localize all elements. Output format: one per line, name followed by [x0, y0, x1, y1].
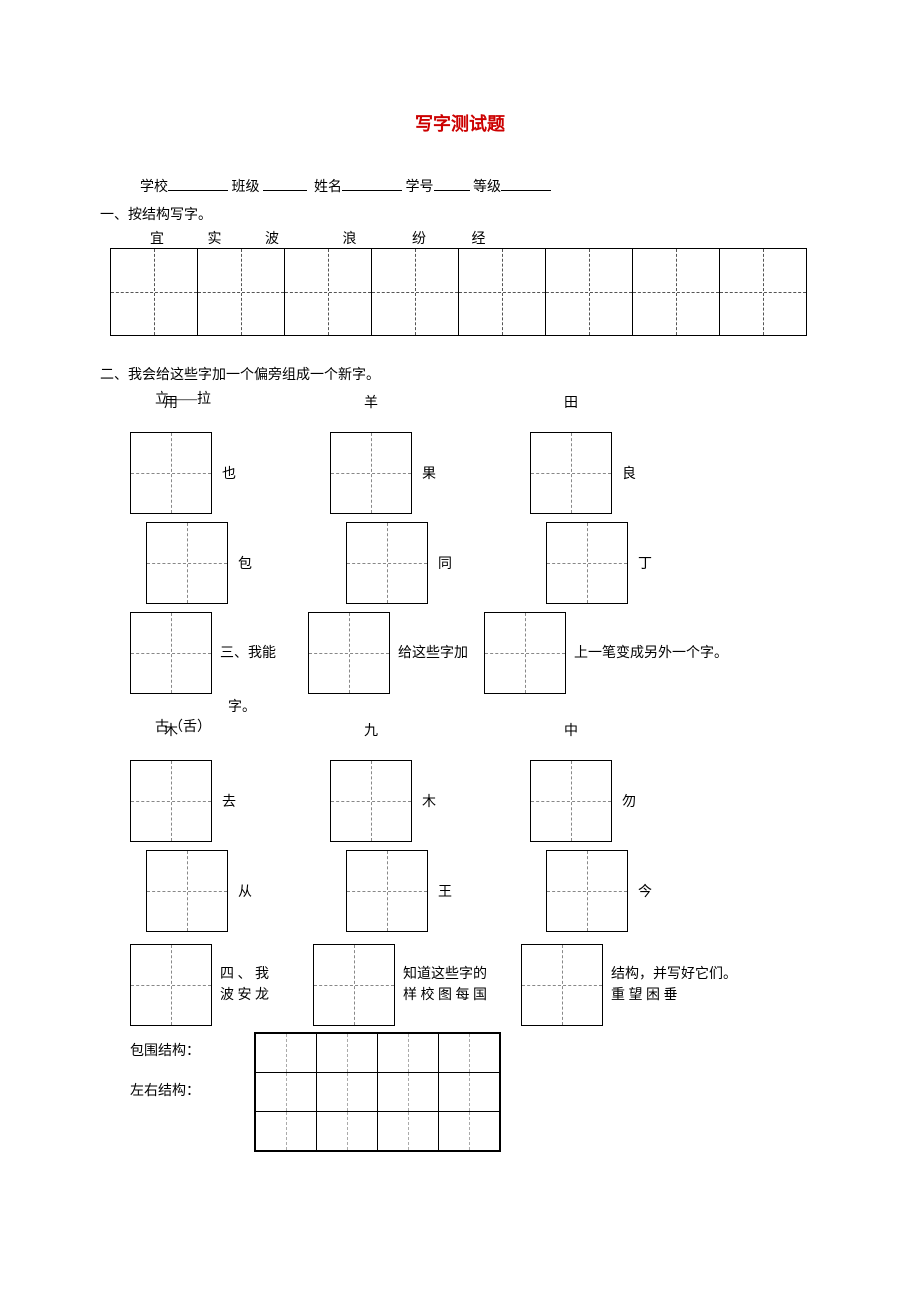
s3-char: 去: [222, 791, 236, 811]
s2-char: 也: [222, 463, 236, 483]
grid-cell: [255, 1072, 317, 1112]
section4-char-group: 波 安 龙: [220, 985, 305, 1006]
grid-cell: [438, 1072, 500, 1112]
tian-cell: [521, 944, 603, 1026]
tian-cell: [330, 432, 412, 514]
tian-cell: [330, 760, 412, 842]
grid-cell: [438, 1111, 500, 1151]
s4-row-label: 左右结构：: [130, 1072, 230, 1112]
section1-grid: [110, 248, 820, 336]
grid-cell: [377, 1111, 439, 1151]
tian-cell: [530, 432, 612, 514]
section2-head: 二、我会给这些字加一个偏旁组成一个新字。: [100, 364, 820, 384]
s3-char: 王: [438, 881, 452, 901]
s3-col-head: 木: [164, 720, 178, 740]
student-info-line: 学校 班级 姓名 学号 等级: [140, 176, 820, 196]
tian-cell: [130, 944, 212, 1026]
s2-char: 包: [238, 553, 252, 573]
tian-cell: [346, 522, 428, 604]
section4-head-part: 结构，并写好它们。: [611, 964, 737, 985]
id-label: 学号: [406, 180, 434, 195]
s2-col-head: 羊: [364, 392, 378, 412]
grid-cell: [438, 1033, 500, 1073]
tian-cell: [284, 248, 372, 336]
grid-cell: [316, 1111, 378, 1151]
tian-cell: [130, 760, 212, 842]
s2-char: 良: [622, 463, 636, 483]
section3-head-part: 给这些字加: [398, 646, 468, 661]
tian-cell: [545, 248, 633, 336]
s2-char: 果: [422, 463, 436, 483]
section3-head-part: 三、我能: [220, 646, 276, 661]
s3-char: 木: [422, 791, 436, 811]
section3-example: 古（舌）: [155, 716, 820, 736]
tian-cell: [308, 612, 390, 694]
name-label: 姓名: [314, 180, 342, 195]
tian-cell: [130, 432, 212, 514]
tian-cell: [130, 612, 212, 694]
tian-cell: [346, 850, 428, 932]
s4-row-label: 包围结构：: [130, 1032, 230, 1072]
grid-cell: [377, 1033, 439, 1073]
tian-cell: [110, 248, 198, 336]
section4-head-part: 知道这些字的: [403, 964, 513, 985]
s2-char: 丁: [638, 553, 652, 573]
section4-grid: [254, 1032, 501, 1156]
section1-head: 一、按结构写字。: [100, 204, 820, 224]
tian-cell: [197, 248, 285, 336]
s2-col-head: 用: [164, 392, 178, 412]
s3-char: 今: [638, 881, 652, 901]
section3-head-row: 三、我能 给这些字加 上一笔变成另外一个字。: [130, 612, 820, 694]
section1-char-labels: 宜 实 波 浪 纷 经: [150, 228, 820, 248]
tian-cell: [719, 248, 807, 336]
grid-cell: [255, 1033, 317, 1073]
s3-char: 从: [238, 881, 252, 901]
section3-head-part: 上一笔变成另外一个字。: [574, 646, 728, 661]
page-title: 写字测试题: [100, 110, 820, 136]
tian-cell: [484, 612, 566, 694]
school-label: 学校: [140, 180, 168, 195]
tian-cell: [313, 944, 395, 1026]
s3-col-head: 中: [564, 720, 578, 740]
tian-cell: [546, 522, 628, 604]
tian-cell: [546, 850, 628, 932]
grid-cell: [316, 1033, 378, 1073]
section2-example: 立——拉: [155, 388, 820, 408]
s3-col-head: 九: [364, 720, 378, 740]
section4-head-row: 四 、 我 波 安 龙 知道这些字的 样 校 图 每 国 结构，并写好它们。 重…: [130, 944, 820, 1026]
section3-example-line: 字。: [228, 696, 820, 716]
s3-char: 勿: [622, 791, 636, 811]
grade-label: 等级: [473, 180, 501, 195]
tian-cell: [146, 522, 228, 604]
section4-char-group: 样 校 图 每 国: [403, 985, 513, 1006]
grid-cell: [377, 1072, 439, 1112]
grid-cell: [255, 1111, 317, 1151]
section4-head-part: 四 、 我: [220, 964, 305, 985]
tian-cell: [632, 248, 720, 336]
tian-cell: [371, 248, 459, 336]
grid-cell: [316, 1072, 378, 1112]
tian-cell: [530, 760, 612, 842]
tian-cell: [146, 850, 228, 932]
class-label: 班级: [232, 180, 260, 195]
tian-cell: [458, 248, 546, 336]
s2-col-head: 田: [564, 392, 578, 412]
s2-char: 同: [438, 553, 452, 573]
section4-char-group: 重 望 困 垂: [611, 985, 737, 1006]
